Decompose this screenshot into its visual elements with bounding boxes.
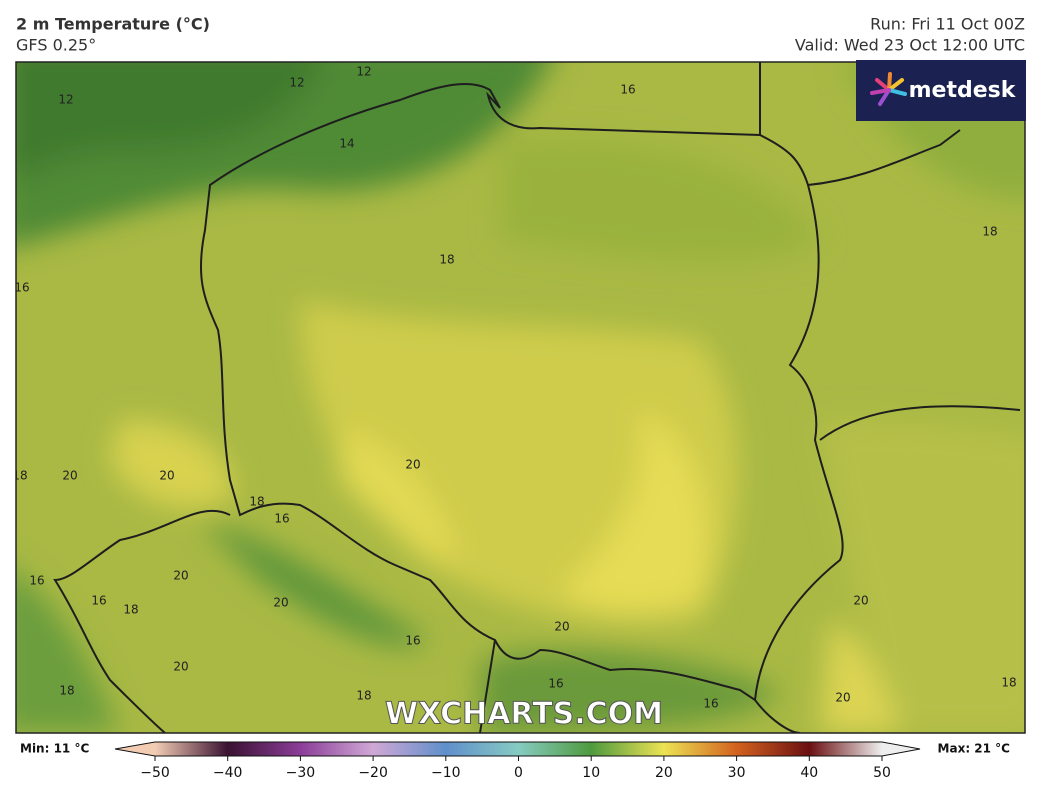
contour-label: 20: [405, 458, 420, 472]
colorbar-tick-label: 50: [873, 765, 891, 781]
contour-label: 16: [91, 594, 106, 608]
contour-label: 18: [356, 689, 371, 703]
max-label: Max: 21 °C: [938, 742, 1011, 756]
contour-label: 12: [356, 65, 371, 79]
colorbar-tick-label: 40: [800, 765, 818, 781]
colorbar-tick-label: 30: [728, 765, 746, 781]
watermark: WXCHARTS.COM: [385, 697, 663, 732]
colorbar-tick-label: 20: [655, 765, 673, 781]
contour-label: 20: [62, 469, 77, 483]
colorbar-tick-label: −10: [431, 765, 461, 781]
logo-text: metdesk: [909, 78, 1017, 103]
contour-label: 20: [835, 691, 850, 705]
map-frame: [15, 61, 1026, 734]
contour-label: 14: [339, 137, 354, 151]
contour-label: 16: [405, 634, 420, 648]
contour-label: 16: [274, 512, 289, 526]
temperature-field: [16, 62, 1025, 733]
model-label: GFS 0.25°: [16, 36, 96, 55]
contour-label: 20: [853, 594, 868, 608]
contour-label: 18: [123, 603, 138, 617]
colorbar-tick-label: 10: [582, 765, 600, 781]
logo-icon: [870, 72, 907, 106]
logo: metdesk: [856, 60, 1026, 121]
contour-label: 16: [703, 697, 718, 711]
colorbar-ticks: −50 −40 −30 −20 −10 0 10 20 30 40 50: [140, 756, 891, 781]
min-label: Min: 11 °C: [20, 742, 89, 756]
contour-label: 16: [620, 83, 635, 97]
contour-label: 20: [159, 469, 174, 483]
map: 12 12 12 16 14 18 18 16 20 18 20 20 18 16 20 16 16 18 20 20…: [12, 62, 1025, 733]
contour-label: 18: [982, 225, 997, 239]
title: 2 m Temperature (°C): [16, 15, 210, 34]
contour-label: 16: [29, 574, 44, 588]
contour-label: 16: [548, 677, 563, 691]
run-label: Run: Fri 11 Oct 00Z: [870, 15, 1025, 34]
colorbar-tick-label: −50: [140, 765, 170, 781]
contour-label: 16: [14, 281, 29, 295]
contour-label: 18: [249, 495, 264, 509]
contour-label: 20: [273, 596, 288, 610]
contour-labels: 12 12 12 16 14 18 18 16 20 18 20 20 18 16 20 16 16 18 20 20…: [12, 65, 1017, 711]
contour-label: 20: [173, 569, 188, 583]
colorbar-tick-label: −30: [286, 765, 316, 781]
contour-label: 12: [58, 93, 73, 107]
contour-label: 18: [12, 469, 27, 483]
contour-label: 20: [554, 620, 569, 634]
contour-label: 18: [1001, 676, 1016, 690]
colorbar-tick-label: 0: [514, 765, 523, 781]
contour-label: 18: [59, 684, 74, 698]
contour-label: 12: [289, 76, 304, 90]
colorbar-tick-label: −40: [213, 765, 243, 781]
valid-label: Valid: Wed 23 Oct 12:00 UTC: [795, 36, 1025, 55]
contour-label: 18: [439, 253, 454, 267]
colorbar-tick-label: −20: [358, 765, 388, 781]
contour-label: 20: [173, 660, 188, 674]
colorbar: [114, 741, 921, 757]
